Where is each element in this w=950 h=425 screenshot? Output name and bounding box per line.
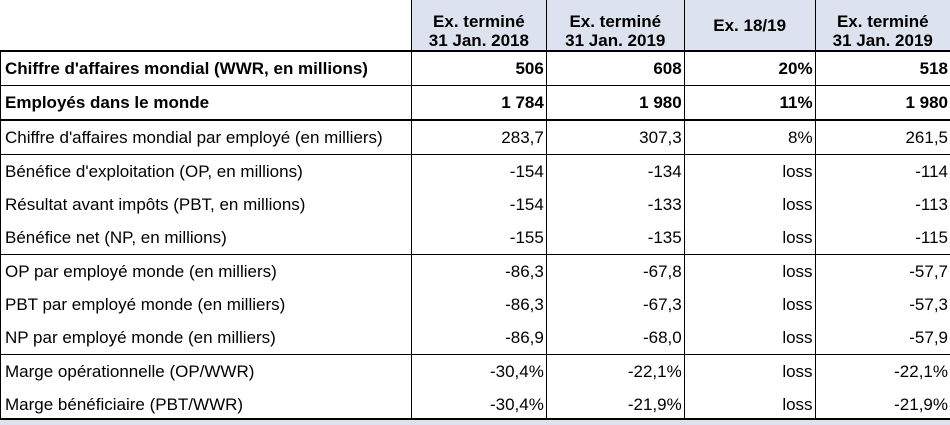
table-row: PBT par employé monde (en milliers) -86,…	[1, 288, 950, 321]
cell-fy2018: 283,7	[411, 120, 546, 155]
table-row: OP par employé monde (en milliers) -86,3…	[1, 255, 950, 289]
table-row: NP par employé monde (en milliers) -86,9…	[1, 321, 950, 355]
cell-fy2019-b: 518	[815, 51, 950, 86]
header-blank-cell	[1, 0, 412, 51]
header-fy2019-b-line1: Ex. terminé	[818, 12, 948, 31]
row-label: Résultat avant impôts (PBT, en millions)	[1, 188, 412, 221]
table-row: Chiffre d'affaires mondial (WWR, en mill…	[1, 51, 950, 86]
cell-fy2019: -22,1%	[546, 355, 684, 389]
cell-change: 8%	[684, 120, 815, 155]
cell-fy2019: 608	[546, 51, 684, 86]
header-fy2019-b-line2: 31 Jan. 2019	[818, 31, 948, 50]
header-fy2018-line1: Ex. terminé	[414, 12, 544, 31]
cell-fy2019: -67,3	[546, 288, 684, 321]
cell-fy2018: -86,3	[411, 255, 546, 289]
row-label: Marge bénéficiaire (PBT/WWR)	[1, 388, 412, 421]
cell-fy2018: 506	[411, 51, 546, 86]
cell-change: loss	[684, 188, 815, 221]
cell-fy2018: -155	[411, 221, 546, 255]
cell-change: loss	[684, 155, 815, 189]
table-row: Employés dans le monde 1 784 1 980 11% 1…	[1, 86, 950, 121]
header-row: Ex. terminé 31 Jan. 2018 Ex. terminé 31 …	[1, 0, 950, 51]
cell-fy2019-b: -115	[815, 221, 950, 255]
cell-fy2019-b: 1 980	[815, 86, 950, 121]
header-fy2019-b: Ex. terminé 31 Jan. 2019	[815, 0, 950, 51]
cell-fy2018: -86,9	[411, 321, 546, 355]
table-bottom-border	[0, 418, 950, 425]
header-change: Ex. 18/19	[684, 0, 815, 51]
cell-fy2018: 1 784	[411, 86, 546, 121]
cell-fy2019-b: -114	[815, 155, 950, 189]
cell-fy2018: -30,4%	[411, 355, 546, 389]
table-row: Chiffre d'affaires mondial par employé (…	[1, 120, 950, 155]
cell-fy2019-b: -22,1%	[815, 355, 950, 389]
table-row: Bénéfice d'exploitation (OP, en millions…	[1, 155, 950, 189]
header-fy2019-line1: Ex. terminé	[549, 12, 682, 31]
cell-fy2019: -134	[546, 155, 684, 189]
cell-change: loss	[684, 221, 815, 255]
header-fy2018: Ex. terminé 31 Jan. 2018	[411, 0, 546, 51]
cell-fy2019-b: -113	[815, 188, 950, 221]
cell-fy2019: 307,3	[546, 120, 684, 155]
cell-change: loss	[684, 321, 815, 355]
cell-fy2019: -68,0	[546, 321, 684, 355]
row-label: Bénéfice d'exploitation (OP, en millions…	[1, 155, 412, 189]
header-change-label: Ex. 18/19	[687, 16, 813, 35]
table-row: Marge opérationnelle (OP/WWR) -30,4% -22…	[1, 355, 950, 389]
cell-fy2018: -86,3	[411, 288, 546, 321]
cell-change: loss	[684, 255, 815, 289]
cell-change: loss	[684, 288, 815, 321]
row-label: Chiffre d'affaires mondial par employé (…	[1, 120, 412, 155]
cell-change: 11%	[684, 86, 815, 121]
row-label: OP par employé monde (en milliers)	[1, 255, 412, 289]
cell-fy2019-b: -21,9%	[815, 388, 950, 421]
row-label: Chiffre d'affaires mondial (WWR, en mill…	[1, 51, 412, 86]
cell-fy2019-b: -57,3	[815, 288, 950, 321]
header-fy2018-line2: 31 Jan. 2018	[414, 31, 544, 50]
cell-fy2019: -21,9%	[546, 388, 684, 421]
row-label: Employés dans le monde	[1, 86, 412, 121]
cell-change: loss	[684, 355, 815, 389]
table-row: Bénéfice net (NP, en millions) -155 -135…	[1, 221, 950, 255]
row-label: Bénéfice net (NP, en millions)	[1, 221, 412, 255]
cell-fy2019-b: 261,5	[815, 120, 950, 155]
cell-fy2019-b: -57,9	[815, 321, 950, 355]
table-row: Résultat avant impôts (PBT, en millions)…	[1, 188, 950, 221]
cell-change: loss	[684, 388, 815, 421]
row-label: NP par employé monde (en milliers)	[1, 321, 412, 355]
cell-fy2019-b: -57,7	[815, 255, 950, 289]
row-label: Marge opérationnelle (OP/WWR)	[1, 355, 412, 389]
cell-fy2019: 1 980	[546, 86, 684, 121]
cell-fy2019: -67,8	[546, 255, 684, 289]
header-fy2019: Ex. terminé 31 Jan. 2019	[546, 0, 684, 51]
cell-fy2018: -30,4%	[411, 388, 546, 421]
row-label: PBT par employé monde (en milliers)	[1, 288, 412, 321]
header-fy2019-line2: 31 Jan. 2019	[549, 31, 682, 50]
cell-change: 20%	[684, 51, 815, 86]
cell-fy2018: -154	[411, 155, 546, 189]
table-row: Marge bénéficiaire (PBT/WWR) -30,4% -21,…	[1, 388, 950, 421]
cell-fy2018: -154	[411, 188, 546, 221]
cell-fy2019: -133	[546, 188, 684, 221]
cell-fy2019: -135	[546, 221, 684, 255]
